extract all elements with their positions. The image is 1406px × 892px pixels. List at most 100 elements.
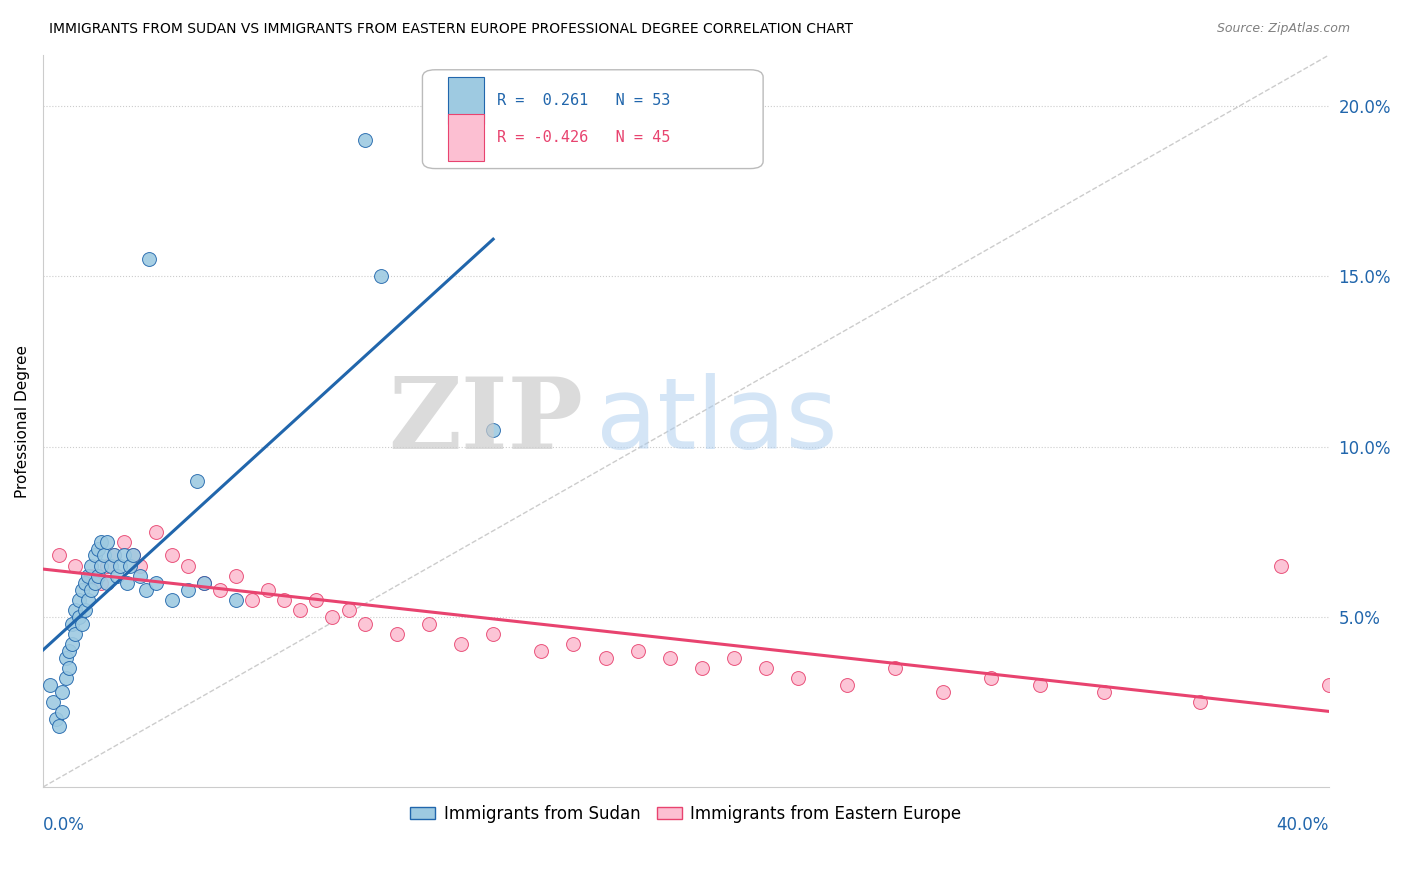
Text: 40.0%: 40.0%	[1277, 816, 1329, 834]
Point	[105, 569, 128, 583]
Point	[128, 569, 150, 583]
Text: Source: ZipAtlas.com: Source: ZipAtlas.com	[1216, 22, 1350, 36]
Point	[225, 592, 247, 607]
Point	[73, 603, 96, 617]
Point	[83, 549, 105, 563]
Point	[450, 637, 472, 651]
Point	[67, 609, 90, 624]
Text: IMMIGRANTS FROM SUDAN VS IMMIGRANTS FROM EASTERN EUROPE PROFESSIONAL DEGREE CORR: IMMIGRANTS FROM SUDAN VS IMMIGRANTS FROM…	[49, 22, 853, 37]
Text: atlas: atlas	[596, 373, 838, 469]
Point	[96, 534, 118, 549]
Point	[290, 603, 312, 617]
Point	[60, 616, 83, 631]
Point	[103, 549, 125, 563]
Point	[1189, 695, 1212, 709]
Point	[353, 616, 375, 631]
Point	[110, 558, 132, 573]
Point	[337, 603, 360, 617]
Point	[96, 575, 118, 590]
Point	[627, 644, 650, 658]
Point	[87, 569, 110, 583]
Point	[257, 582, 280, 597]
Point	[80, 582, 103, 597]
Point	[1092, 684, 1115, 698]
Y-axis label: Professional Degree: Professional Degree	[15, 344, 30, 498]
Point	[562, 637, 585, 651]
Point	[65, 626, 87, 640]
Point	[160, 549, 183, 563]
Point	[90, 534, 112, 549]
Point	[595, 650, 617, 665]
Point	[70, 582, 93, 597]
Point	[51, 705, 73, 719]
Point	[208, 582, 231, 597]
Point	[122, 549, 145, 563]
Point	[42, 695, 65, 709]
Point	[240, 592, 263, 607]
Point	[835, 678, 858, 692]
Point	[128, 558, 150, 573]
Point	[96, 558, 118, 573]
Bar	[449, 114, 484, 161]
Point	[87, 541, 110, 556]
Point	[51, 684, 73, 698]
Point	[115, 575, 138, 590]
Point	[67, 592, 90, 607]
Point	[103, 549, 125, 563]
Point	[80, 569, 103, 583]
Point	[65, 603, 87, 617]
Point	[135, 582, 157, 597]
Bar	[449, 77, 484, 125]
Point	[755, 661, 778, 675]
Point	[93, 549, 115, 563]
Point	[193, 575, 215, 590]
Text: R =  0.261   N = 53: R = 0.261 N = 53	[496, 93, 671, 108]
Text: R = -0.426   N = 45: R = -0.426 N = 45	[496, 130, 671, 145]
Point	[370, 269, 392, 284]
Point	[145, 575, 167, 590]
Point	[1270, 558, 1292, 573]
Point	[48, 719, 70, 733]
Point	[690, 661, 713, 675]
Point	[193, 575, 215, 590]
Point	[112, 534, 135, 549]
Point	[70, 616, 93, 631]
Point	[145, 524, 167, 539]
Point	[305, 592, 328, 607]
Point	[530, 644, 553, 658]
Point	[160, 592, 183, 607]
Point	[482, 626, 505, 640]
Point	[482, 423, 505, 437]
Point	[77, 569, 100, 583]
Point	[122, 549, 145, 563]
Point	[83, 575, 105, 590]
Point	[138, 252, 160, 267]
Point	[353, 133, 375, 147]
Point	[60, 637, 83, 651]
Point	[321, 609, 343, 624]
Point	[90, 558, 112, 573]
Point	[186, 474, 208, 488]
Point	[787, 671, 810, 685]
FancyBboxPatch shape	[422, 70, 763, 169]
Point	[883, 661, 905, 675]
Text: ZIP: ZIP	[388, 373, 583, 469]
Point	[1317, 678, 1340, 692]
Point	[177, 558, 200, 573]
Point	[55, 650, 77, 665]
Point	[38, 678, 60, 692]
Point	[80, 558, 103, 573]
Point	[58, 661, 80, 675]
Point	[723, 650, 745, 665]
Point	[225, 569, 247, 583]
Point	[273, 592, 295, 607]
Point	[658, 650, 681, 665]
Point	[112, 549, 135, 563]
Point	[1028, 678, 1050, 692]
Point	[65, 558, 87, 573]
Point	[418, 616, 440, 631]
Text: 0.0%: 0.0%	[44, 816, 86, 834]
Legend: Immigrants from Sudan, Immigrants from Eastern Europe: Immigrants from Sudan, Immigrants from E…	[404, 798, 969, 830]
Point	[58, 644, 80, 658]
Point	[45, 712, 67, 726]
